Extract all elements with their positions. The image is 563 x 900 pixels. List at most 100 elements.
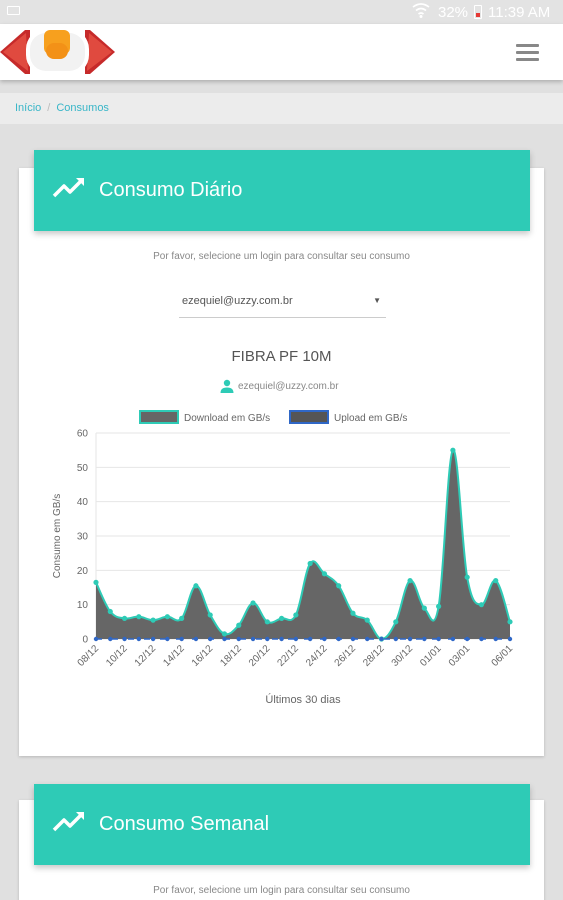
plan-user-email: ezequiel@uzzy.com.br — [238, 381, 339, 392]
upload-point — [379, 636, 384, 642]
download-point — [421, 605, 427, 611]
download-point — [136, 614, 142, 620]
battery-icon — [474, 5, 482, 19]
upload-point — [208, 636, 213, 642]
download-point — [221, 631, 228, 637]
download-point — [478, 602, 485, 608]
x-tick-label: 08/12 — [76, 643, 102, 669]
notification-icon — [7, 6, 20, 15]
upload-point — [122, 636, 127, 642]
upload-point — [450, 636, 456, 642]
menu-icon[interactable] — [516, 44, 539, 61]
trend-icon — [52, 812, 84, 832]
upload-point — [236, 636, 241, 642]
download-point — [336, 583, 342, 589]
legend-upload-label: Upload em GB/s — [334, 413, 407, 424]
daily-hint-text: Por favor, selecione um login para consu… — [153, 251, 410, 262]
legend-upload-swatch — [289, 410, 329, 424]
download-point — [278, 615, 285, 621]
y-tick-label: 50 — [77, 463, 89, 474]
x-axis-label: Últimos 30 dias — [265, 693, 341, 706]
legend-download-swatch — [139, 410, 179, 424]
x-tick-label: 06/01 — [490, 643, 516, 669]
upload-point — [293, 636, 299, 642]
upload-point — [265, 636, 270, 642]
upload-point — [193, 636, 199, 642]
download-point — [507, 619, 513, 625]
x-tick-label: 20/12 — [247, 643, 273, 669]
download-point — [236, 622, 242, 628]
download-point — [407, 578, 413, 584]
breadcrumb: Início / Consumos — [0, 93, 563, 124]
plan-title: FIBRA PF 10M — [231, 348, 332, 365]
user-icon — [220, 379, 234, 393]
app-bar — [0, 24, 563, 80]
x-tick-label: 26/12 — [333, 643, 359, 669]
x-tick-label: 18/12 — [218, 643, 244, 669]
upload-point — [336, 636, 341, 642]
x-tick-label: 28/12 — [361, 643, 387, 669]
upload-point — [108, 636, 113, 642]
download-point — [164, 614, 170, 620]
daily-card-title: Consumo Diário — [99, 179, 243, 201]
clock: 11:39 AM — [488, 4, 551, 21]
x-tick-label: 10/12 — [104, 643, 130, 669]
download-point — [264, 619, 270, 625]
upload-point — [493, 636, 498, 642]
x-tick-label: 01/01 — [418, 643, 444, 669]
download-point — [364, 617, 370, 623]
download-point — [350, 610, 356, 616]
upload-point — [507, 636, 513, 642]
download-point — [179, 615, 185, 621]
upload-point — [307, 636, 313, 642]
upload-point — [350, 636, 356, 642]
upload-point — [93, 636, 99, 642]
x-tick-label: 12/12 — [133, 643, 159, 669]
download-point — [307, 560, 313, 567]
breadcrumb-current-link[interactable]: Consumos — [56, 102, 109, 114]
download-point — [493, 578, 499, 584]
weekly-card-header: Consumo Semanal — [34, 784, 530, 865]
download-point — [450, 447, 456, 453]
y-tick-label: 20 — [77, 566, 89, 577]
download-point — [150, 617, 156, 623]
wifi-icon — [412, 3, 430, 18]
y-tick-label: 40 — [77, 497, 89, 508]
upload-point — [322, 636, 327, 642]
download-point — [207, 612, 213, 618]
x-tick-label: 30/12 — [390, 643, 416, 669]
y-tick-label: 10 — [77, 600, 89, 611]
upload-point — [393, 636, 398, 642]
upload-point — [250, 636, 256, 642]
x-tick-label: 14/12 — [161, 643, 187, 669]
login-select-value: ezequiel@uzzy.com.br — [182, 295, 293, 307]
upload-point — [436, 636, 441, 642]
x-tick-label: 03/01 — [447, 643, 473, 669]
upload-point — [422, 636, 427, 642]
dropdown-caret-icon: ▼ — [373, 296, 381, 305]
upload-point — [407, 636, 413, 642]
upload-point — [279, 636, 284, 642]
trend-icon — [52, 178, 84, 198]
weekly-card-title: Consumo Semanal — [99, 813, 270, 835]
upload-point — [464, 636, 470, 642]
breadcrumb-home-link[interactable]: Início — [15, 102, 42, 114]
y-tick-label: 60 — [77, 429, 89, 440]
breadcrumb-separator: / — [47, 102, 51, 114]
download-point — [464, 574, 470, 580]
download-point — [250, 600, 256, 606]
login-select[interactable]: ezequiel@uzzy.com.br ▼ — [179, 292, 386, 318]
x-tick-label: 24/12 — [304, 643, 330, 669]
download-point — [107, 608, 113, 615]
download-area — [96, 449, 510, 639]
download-point — [193, 583, 199, 589]
battery-percent: 32% — [438, 4, 469, 21]
download-point — [93, 579, 99, 585]
y-axis-label: Consumo em GB/s — [52, 494, 63, 578]
download-point — [321, 571, 328, 577]
daily-card-header: Consumo Diário — [34, 150, 530, 231]
upload-point — [365, 636, 370, 642]
y-tick-label: 30 — [77, 532, 89, 543]
brand-logo[interactable] — [0, 27, 115, 77]
upload-point — [479, 636, 484, 642]
